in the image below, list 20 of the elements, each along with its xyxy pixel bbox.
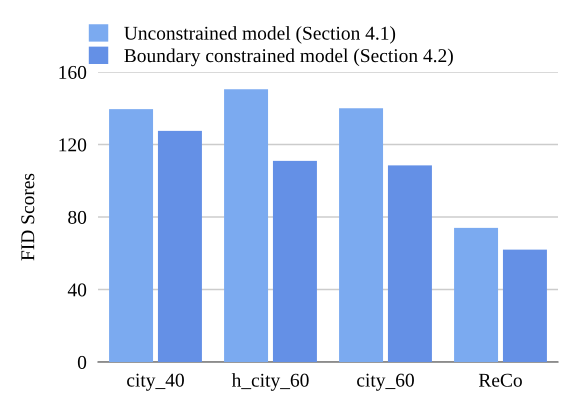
- y-tick-label: 0: [78, 356, 86, 369]
- x-tick-label: city_40: [127, 374, 184, 391]
- x-tick-label: h_city_60: [232, 373, 309, 391]
- legend-label: Unconstrained model (Section 4.1): [124, 26, 396, 44]
- x-tick-label: city_60: [357, 374, 414, 391]
- y-tick-label: 120: [59, 138, 86, 152]
- y-tick-label: 160: [59, 66, 86, 79]
- bar: [224, 89, 268, 362]
- x-tick-label: ReCo: [478, 374, 522, 387]
- bar: [158, 130, 202, 362]
- legend-label: Boundary constrained model (Section 4.2): [124, 48, 453, 66]
- bar: [502, 250, 547, 362]
- bar: [272, 160, 317, 362]
- y-tick-label: 40: [68, 283, 86, 296]
- y-tick-label: 80: [68, 210, 86, 224]
- bar: [109, 109, 154, 362]
- bar: [339, 108, 384, 362]
- y-axis-title: FID Scores: [21, 174, 34, 260]
- bar: [388, 165, 432, 362]
- bar: [454, 228, 498, 362]
